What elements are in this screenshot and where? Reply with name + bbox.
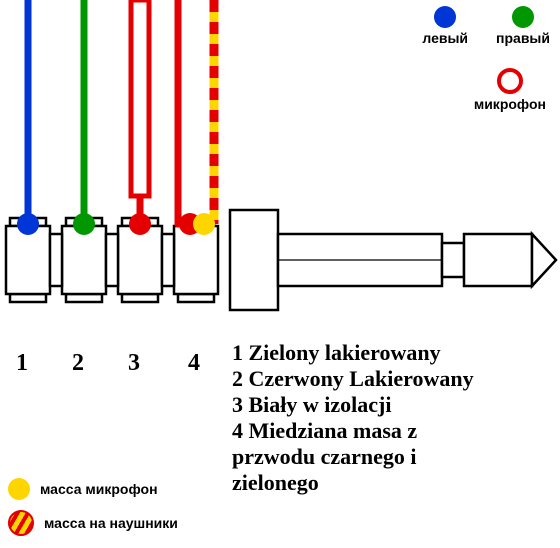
legend-top: левый правый микрофон	[422, 6, 550, 112]
ring-icon	[497, 68, 523, 94]
legend-mic-label: микрофон	[474, 96, 546, 112]
description-line: przwodu czarnego i	[232, 444, 474, 470]
hatched-dot-icon	[8, 510, 34, 536]
legend-mic: микрофон	[474, 68, 546, 112]
description-line: 2 Czerwony Lakierowany	[232, 366, 474, 392]
dot-icon	[8, 478, 30, 500]
segment-number: 2	[72, 350, 84, 377]
description-line: 4 Miedziana masa z	[232, 418, 474, 444]
legend-mass-item: масса на наушники	[8, 510, 178, 536]
description-line: 1 Zielony lakierowany	[232, 340, 474, 366]
description-line: zielonego	[232, 470, 474, 496]
legend-right-channel: правый	[496, 6, 550, 46]
segment-number: 1	[16, 350, 28, 377]
description-line: 3 Biały w izolacji	[232, 392, 474, 418]
segment-number: 4	[188, 350, 200, 377]
legend-left-channel: левый	[422, 6, 468, 46]
legend-mass-label: масса микрофон	[40, 481, 158, 497]
legend-right-label: правый	[496, 30, 550, 46]
legend-left-label: левый	[422, 30, 468, 46]
dot-icon	[512, 6, 534, 28]
dot-icon	[434, 6, 456, 28]
segment-number: 3	[128, 350, 140, 377]
wire-description: 1 Zielony lakierowany2 Czerwony Lakierow…	[232, 340, 474, 496]
legend-mass-item: масса микрофон	[8, 478, 178, 500]
legend-mass-label: масса на наушники	[44, 515, 178, 531]
legend-mass: масса микрофон масса на наушники	[8, 468, 178, 536]
